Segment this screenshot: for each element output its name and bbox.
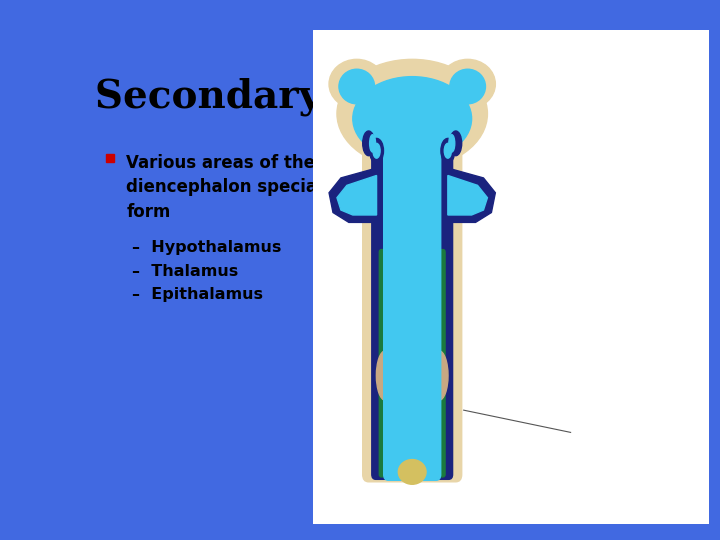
Ellipse shape [369,138,384,163]
Text: Various areas of the
diencephalon specialize to
form: Various areas of the diencephalon specia… [126,154,375,221]
Polygon shape [448,176,487,215]
Ellipse shape [450,69,485,104]
Text: –  Epithalamus: – Epithalamus [132,287,263,302]
Ellipse shape [444,143,451,158]
Text: Myelencephalon: Myelencephalon [497,389,593,402]
FancyBboxPatch shape [384,98,441,480]
Ellipse shape [377,351,394,400]
FancyBboxPatch shape [372,99,453,480]
Text: (c)  Secondary brain vesicles: (c) Secondary brain vesicles [360,95,551,108]
Text: Secondary Brain Vesicles: Secondary Brain Vesicles [95,77,643,116]
FancyBboxPatch shape [363,97,462,482]
Ellipse shape [440,59,495,109]
Polygon shape [337,176,377,215]
Ellipse shape [353,77,472,160]
Polygon shape [448,168,495,222]
Text: Telencephalon: Telencephalon [497,157,582,170]
Ellipse shape [329,59,384,109]
Ellipse shape [441,138,455,163]
Ellipse shape [450,131,462,156]
Text: –  Hypothalamus: – Hypothalamus [132,240,282,255]
Bar [333,87,639,468]
Ellipse shape [339,69,374,104]
Ellipse shape [431,351,448,400]
FancyBboxPatch shape [379,249,392,477]
Text: –  Thalamus: – Thalamus [132,264,238,279]
Ellipse shape [363,131,374,156]
Text: Metencephalon: Metencephalon [497,336,588,349]
Polygon shape [329,168,377,222]
Ellipse shape [398,460,426,484]
Ellipse shape [369,134,376,152]
FancyBboxPatch shape [433,249,445,477]
Text: Diencephalon: Diencephalon [497,218,578,231]
Ellipse shape [373,143,380,158]
Ellipse shape [337,59,487,168]
Ellipse shape [449,134,455,152]
Text: Mesencephalon: Mesencephalon [497,283,589,296]
